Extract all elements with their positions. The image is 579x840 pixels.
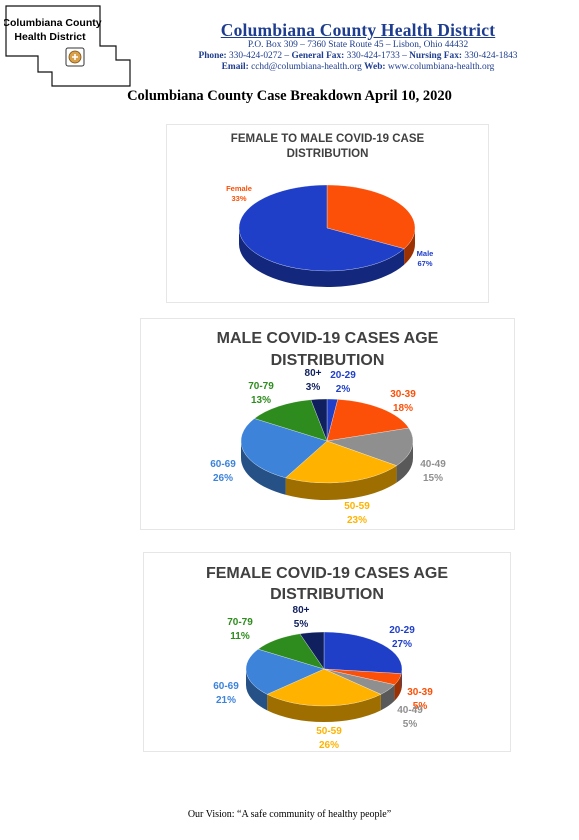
- county-logo: Columbiana County Health District: [2, 4, 132, 88]
- gender-chart-panel: FEMALE TO MALE COVID-19 CASE DISTRIBUTIO…: [166, 124, 489, 303]
- phone-label: Phone:: [198, 51, 227, 61]
- pie-slice-70-79: [254, 399, 328, 442]
- pie-side-60-69: [246, 669, 268, 711]
- gender-chart-title-1: FEMALE TO MALE COVID-19 CASE: [230, 133, 425, 145]
- pie-slice-Female: [326, 184, 416, 249]
- slice-percent: 15%: [423, 473, 443, 484]
- male-age-chart-title-1: MALE COVID-19 CASES AGE: [216, 330, 439, 347]
- web-label: Web:: [364, 62, 386, 72]
- slice-label: 80+: [293, 605, 310, 616]
- pie-side-50-59: [285, 465, 397, 500]
- pie-side-60-69: [241, 441, 286, 495]
- contact-phones: Phone: 330-424-0272 – General Fax: 330-4…: [140, 51, 576, 62]
- logo-line2: Health District: [14, 31, 86, 43]
- web-link[interactable]: www.columbiana-health.org: [387, 62, 495, 72]
- pie-slice-Male: [238, 184, 405, 272]
- slice-percent: 5%: [403, 719, 418, 730]
- female-age-chart-title-1: FEMALE COVID-19 CASES AGE: [205, 565, 449, 582]
- slice-label: 40-49: [420, 459, 446, 470]
- pie-slice-60-69: [245, 649, 325, 695]
- pie-slice-50-59: [285, 440, 397, 484]
- page-title: Columbiana County Case Breakdown April 1…: [127, 88, 452, 104]
- contact-web: Email: cchd@columbiana-health.org Web: w…: [140, 62, 576, 73]
- email-link[interactable]: cchd@columbiana-health.org: [251, 62, 362, 72]
- pie-side-50-59: [267, 694, 381, 722]
- male-age-chart-title-2: DISTRIBUTION: [270, 352, 385, 369]
- slice-label: 60-69: [210, 459, 236, 470]
- slice-percent: 33%: [231, 194, 246, 203]
- slice-label: 20-29: [330, 370, 356, 381]
- fax-label: General Fax:: [291, 51, 345, 61]
- pie-side-40-49: [380, 684, 395, 711]
- gender-chart-title-2: DISTRIBUTION: [286, 148, 369, 160]
- slice-label: 50-59: [316, 726, 342, 737]
- slice-percent: 21%: [216, 695, 236, 706]
- female-age-chart-title-2: DISTRIBUTION: [270, 586, 384, 603]
- slice-percent: 11%: [230, 631, 250, 642]
- pie-slice-40-49: [326, 427, 414, 466]
- slice-label: 80+: [305, 368, 322, 379]
- pie-slice-80+: [310, 398, 328, 442]
- address: P.O. Box 309 – 7360 State Route 45 – Lis…: [247, 40, 469, 50]
- slice-label: 30-39: [390, 389, 416, 400]
- vision-footer: Our Vision: “A safe community of healthy…: [187, 809, 392, 820]
- pie-side-Female: [404, 228, 415, 265]
- slice-label: 30-39: [407, 687, 433, 698]
- letterhead: Columbiana County Health District P.O. B…: [140, 20, 576, 73]
- slice-label: 20-29: [389, 625, 415, 636]
- slice-label: Female: [226, 184, 252, 193]
- slice-label: Male: [417, 249, 434, 258]
- pie-slice-50-59: [266, 668, 382, 707]
- male-age-pie-chart: 20-29 2% 30-39 18% 40-49 15% 50-59 23% 60-69 26% 7…: [210, 368, 446, 526]
- slice-label: 40-49: [397, 705, 423, 716]
- pie-slice-60-69: [240, 418, 328, 478]
- slice-label: 70-79: [227, 617, 253, 628]
- pie-slice-20-29: [323, 631, 403, 674]
- logo-line1: Columbiana County: [4, 17, 102, 29]
- org-name: Columbiana County Health District: [220, 20, 496, 40]
- slice-percent: 5%: [413, 701, 428, 712]
- slice-percent: 5%: [294, 619, 309, 630]
- slice-percent: 23%: [347, 515, 367, 526]
- pie-side-40-49: [396, 441, 413, 483]
- male-age-chart-panel: MALE COVID-19 CASES AGE DISTRIBUTION 20-…: [140, 318, 515, 530]
- pie-side-20-29: [401, 669, 402, 690]
- pie-slice-80+: [299, 631, 325, 670]
- slice-percent: 27%: [392, 639, 412, 650]
- slice-percent: 18%: [393, 403, 413, 414]
- female-age-pie-chart: 20-2927%30-395%40-495%50-5926%60-6921%70…: [213, 605, 433, 751]
- slice-percent: 26%: [213, 473, 233, 484]
- pie-side-30-39: [394, 673, 402, 701]
- pie-slice-30-39: [326, 399, 410, 442]
- slice-percent: 26%: [319, 740, 339, 751]
- shield-icon: [65, 47, 85, 67]
- slice-percent: 67%: [417, 259, 432, 268]
- fax-number: 330-424-1733 –: [346, 51, 407, 61]
- slice-percent: 2%: [336, 384, 351, 395]
- nursing-fax-label: Nursing Fax:: [409, 51, 463, 61]
- slice-label: 60-69: [213, 681, 239, 692]
- slice-label: 70-79: [248, 381, 274, 392]
- slice-percent: 13%: [251, 395, 271, 406]
- nursing-fax-number: 330-424-1843: [464, 51, 518, 61]
- female-age-chart-panel: FEMALE COVID-19 CASES AGE DISTRIBUTION 2…: [143, 552, 511, 752]
- slice-percent: 3%: [306, 382, 321, 393]
- phone-number: 330-424-0272 –: [228, 51, 290, 61]
- slice-label: 50-59: [344, 501, 370, 512]
- pie-side-Male: [239, 228, 405, 287]
- email-label: Email:: [221, 62, 249, 72]
